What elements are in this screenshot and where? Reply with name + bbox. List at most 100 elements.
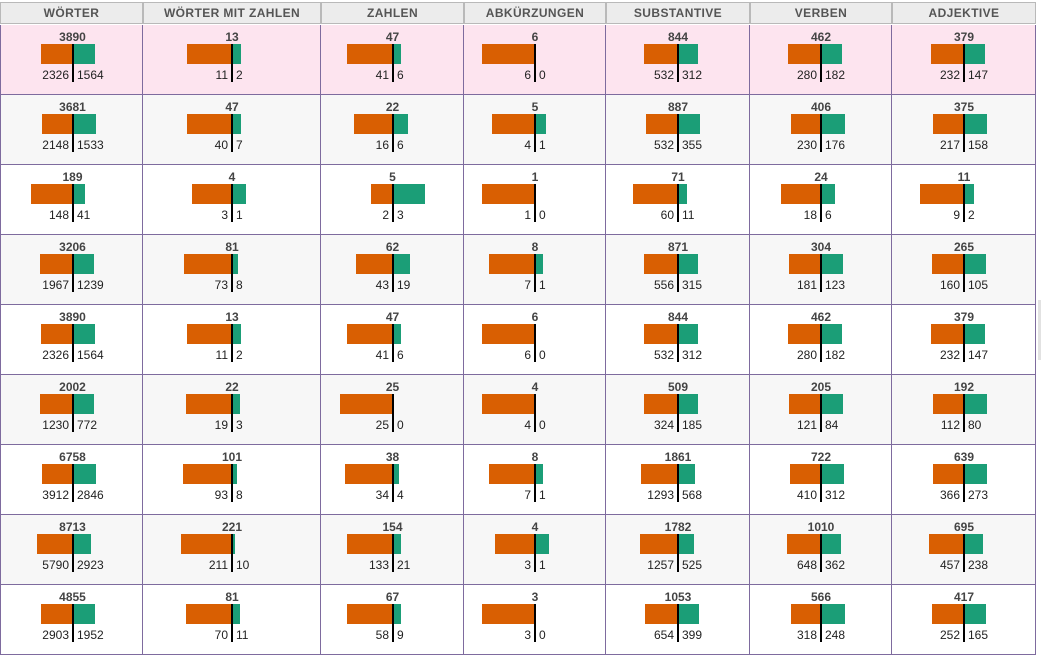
column-header[interactable]: VERBEN xyxy=(750,2,892,24)
total-count: 154 xyxy=(382,520,403,534)
positive-count: 1 xyxy=(236,208,243,222)
column-header[interactable]: ABKÜRZUNGEN xyxy=(464,2,606,24)
positive-bar xyxy=(822,44,843,64)
table-cell[interactable]: 11 9 2 xyxy=(892,165,1036,235)
total-count: 8 xyxy=(531,450,539,464)
table-cell[interactable]: 6758 3912 2846 xyxy=(0,445,143,515)
table-cell[interactable]: 566 318 248 xyxy=(750,585,892,655)
negative-bar xyxy=(790,464,820,484)
table-cell[interactable]: 304 181 123 xyxy=(750,235,892,305)
table-cell[interactable]: 47 40 7 xyxy=(143,95,321,165)
center-axis xyxy=(231,254,233,292)
table-cell[interactable]: 695 457 238 xyxy=(892,515,1036,585)
negative-count: 1967 xyxy=(42,278,69,292)
positive-bar xyxy=(965,604,986,624)
table-cell[interactable]: 62 43 19 xyxy=(321,235,464,305)
positive-bar xyxy=(74,394,95,414)
table-cell[interactable]: 3890 2326 1564 xyxy=(0,25,143,95)
table-cell[interactable]: 24 18 6 xyxy=(750,165,892,235)
table-cell[interactable]: 101 93 8 xyxy=(143,445,321,515)
table-cell[interactable]: 639 366 273 xyxy=(892,445,1036,515)
vertical-scrollbar[interactable] xyxy=(1038,300,1041,360)
column-header[interactable]: WÖRTER MIT ZAHLEN xyxy=(143,2,321,24)
negative-bar xyxy=(644,44,677,64)
positive-bar xyxy=(394,114,409,134)
table-cell[interactable]: 192 112 80 xyxy=(892,375,1036,445)
table-cell[interactable]: 22 19 3 xyxy=(143,375,321,445)
table-cell[interactable]: 722 410 312 xyxy=(750,445,892,515)
table-cell[interactable]: 22 16 6 xyxy=(321,95,464,165)
positive-count: 105 xyxy=(968,278,989,292)
column-header[interactable]: ZAHLEN xyxy=(321,2,464,24)
table-cell[interactable]: 265 160 105 xyxy=(892,235,1036,305)
column-header[interactable]: ADJEKTIVE xyxy=(892,2,1036,24)
table-cell[interactable]: 2002 1230 772 xyxy=(0,375,143,445)
table-cell[interactable]: 417 252 165 xyxy=(892,585,1036,655)
table-cell[interactable]: 3890 2326 1564 xyxy=(0,305,143,375)
table-cell[interactable]: 4855 2903 1952 xyxy=(0,585,143,655)
table-cell[interactable]: 1861 1293 568 xyxy=(606,445,750,515)
total-count: 205 xyxy=(810,380,832,394)
total-count: 192 xyxy=(953,380,975,394)
table-cell[interactable]: 509 324 185 xyxy=(606,375,750,445)
table-cell[interactable]: 13 11 2 xyxy=(143,305,321,375)
table-cell[interactable]: 1010 648 362 xyxy=(750,515,892,585)
table-cell[interactable]: 379 232 147 xyxy=(892,305,1036,375)
table-cell[interactable]: 462 280 182 xyxy=(750,305,892,375)
column-header[interactable]: SUBSTANTIVE xyxy=(606,2,750,24)
center-axis xyxy=(534,394,536,432)
positive-bar xyxy=(536,464,543,484)
total-count: 1861 xyxy=(664,450,692,464)
table-cell[interactable]: 462 280 182 xyxy=(750,25,892,95)
table-cell[interactable]: 8713 5790 2923 xyxy=(0,515,143,585)
table-cell[interactable]: 887 532 355 xyxy=(606,95,750,165)
table-cell[interactable]: 189 148 41 xyxy=(0,165,143,235)
table-cell[interactable]: 871 556 315 xyxy=(606,235,750,305)
table-cell[interactable]: 47 41 6 xyxy=(321,25,464,95)
center-axis xyxy=(963,184,965,222)
table-cell[interactable]: 25 25 0 xyxy=(321,375,464,445)
table-cell[interactable]: 154 133 21 xyxy=(321,515,464,585)
table-cell[interactable]: 844 532 312 xyxy=(606,305,750,375)
table-cell[interactable]: 38 34 4 xyxy=(321,445,464,515)
total-count: 3681 xyxy=(59,100,86,114)
column-header[interactable]: WÖRTER xyxy=(0,2,143,24)
positive-bar xyxy=(965,44,986,64)
positive-count: 19 xyxy=(397,278,411,292)
table-cell[interactable]: 1782 1257 525 xyxy=(606,515,750,585)
table-cell[interactable]: 375 217 158 xyxy=(892,95,1036,165)
table-cell[interactable]: 67 58 9 xyxy=(321,585,464,655)
table-cell[interactable]: 1053 654 399 xyxy=(606,585,750,655)
positive-bar xyxy=(965,534,983,554)
negative-bar xyxy=(482,44,534,64)
table-cell[interactable]: 13 11 2 xyxy=(143,25,321,95)
center-axis xyxy=(677,114,679,152)
table-cell[interactable]: 3206 1967 1239 xyxy=(0,235,143,305)
total-count: 3206 xyxy=(59,240,86,254)
table-cell[interactable]: 844 532 312 xyxy=(606,25,750,95)
table-cell[interactable]: 221 211 10 xyxy=(143,515,321,585)
table-cell[interactable]: 406 230 176 xyxy=(750,95,892,165)
negative-bar xyxy=(355,254,392,274)
table-cell[interactable]: 205 121 84 xyxy=(750,375,892,445)
negative-bar xyxy=(789,254,820,274)
center-axis xyxy=(231,464,233,502)
table-cell[interactable]: 81 70 11 xyxy=(143,585,321,655)
table-cell[interactable]: 379 232 147 xyxy=(892,25,1036,95)
table-cell[interactable]: 3681 2148 1533 xyxy=(0,95,143,165)
table-cell[interactable]: 71 60 11 xyxy=(606,165,750,235)
table-cell[interactable]: 81 73 8 xyxy=(143,235,321,305)
table-cell[interactable]: 47 41 6 xyxy=(321,305,464,375)
